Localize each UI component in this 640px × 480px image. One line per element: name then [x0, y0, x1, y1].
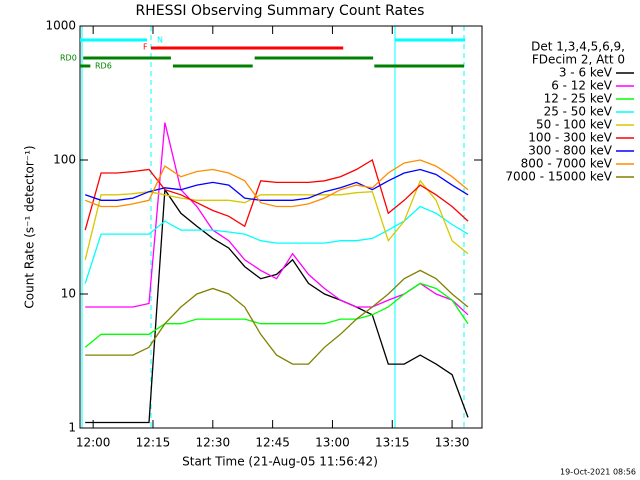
chart-title: RHESSI Observing Summary Count Rates [136, 3, 425, 19]
series-line [84, 282, 469, 348]
series-line [84, 179, 469, 260]
x-tick-label: 13:30 [435, 436, 470, 450]
x-tick-label: 13:00 [315, 436, 350, 450]
y-axis-label: Count Rate (s⁻¹ detector⁻¹) [23, 145, 37, 308]
legend-label: 800 - 7000 keV [521, 157, 613, 171]
legend-label: 25 - 50 keV [544, 105, 613, 119]
x-tick-label: 12:30 [196, 436, 231, 450]
series-line [85, 122, 469, 316]
series-line [84, 159, 469, 231]
y-tick-label: 10 [61, 287, 76, 301]
legend-header: FDecim 2, Att 0 [532, 53, 625, 67]
legend-label: 50 - 100 keV [536, 118, 613, 132]
legend-label: 6 - 12 keV [551, 79, 613, 93]
plot-frame [79, 25, 483, 429]
flag-label: F [143, 43, 148, 52]
legend-label: 12 - 25 keV [544, 92, 613, 106]
legend-label: 300 - 800 keV [528, 144, 612, 158]
series-line [84, 168, 469, 201]
flag-label: RD6 [95, 62, 112, 71]
flag-label: RD0 [60, 54, 77, 63]
x-tick-label: 12:00 [76, 436, 111, 450]
y-tick-label: 1000 [45, 19, 76, 33]
y-tick-label: 1 [68, 421, 76, 435]
markers [81, 26, 465, 428]
legend-label: 7000 - 15000 keV [505, 170, 612, 184]
y-tick-label: 100 [53, 153, 76, 167]
series-line [84, 159, 469, 208]
legend-label: 100 - 300 keV [528, 131, 612, 145]
x-tick-label: 12:45 [255, 436, 290, 450]
timestamp: 19-Oct-2021 08:56 [560, 468, 636, 477]
x-tick-label: 13:15 [375, 436, 410, 450]
series-line [85, 269, 469, 365]
x-tick-label: 12:15 [136, 436, 171, 450]
flag-label: N [157, 36, 163, 45]
series-line [85, 187, 469, 424]
legend-header: Det 1,3,4,5,6,9, [531, 40, 625, 54]
series-line [84, 205, 469, 284]
x-axis-label: Start Time (21-Aug-05 11:56:42) [182, 455, 378, 469]
legend-label: 3 - 6 keV [559, 66, 613, 80]
